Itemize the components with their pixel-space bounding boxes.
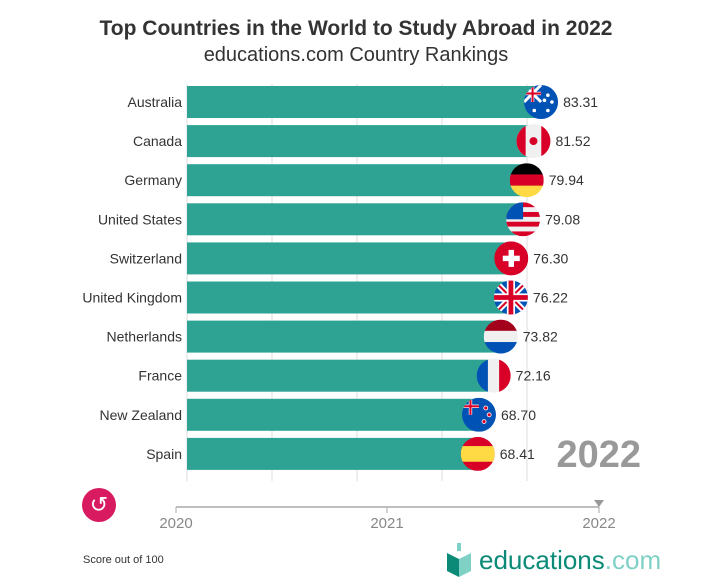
chart-title: Top Countries in the World to Study Abro… bbox=[99, 17, 613, 40]
value-label: 73.82 bbox=[523, 329, 558, 345]
timeline-label[interactable]: 2020 bbox=[159, 515, 192, 532]
value-label: 72.16 bbox=[516, 368, 551, 384]
value-label: 68.70 bbox=[501, 407, 536, 423]
bar bbox=[187, 242, 512, 275]
flag-ch-icon bbox=[494, 241, 529, 276]
bar bbox=[187, 164, 527, 197]
category-label: France bbox=[138, 368, 182, 384]
value-label: 79.08 bbox=[545, 211, 580, 227]
replay-icon: ↺ bbox=[89, 492, 109, 517]
flag-au-icon bbox=[524, 85, 559, 119]
flag-de-icon bbox=[509, 163, 544, 198]
footnote: Score out of 100 bbox=[83, 554, 164, 566]
category-label: Switzerland bbox=[110, 250, 182, 266]
category-label: New Zealand bbox=[100, 407, 183, 423]
category-label: Australia bbox=[128, 94, 183, 110]
bar bbox=[187, 359, 494, 392]
category-label: Canada bbox=[133, 133, 182, 149]
value-label: 81.52 bbox=[555, 133, 590, 149]
flag-nz-icon bbox=[461, 397, 496, 432]
category-label: United Kingdom bbox=[82, 290, 182, 306]
flag-ca-icon bbox=[516, 124, 551, 159]
flag-us-icon bbox=[506, 202, 541, 237]
category-label: Netherlands bbox=[107, 329, 183, 345]
value-label: 68.41 bbox=[500, 446, 535, 462]
category-label: Germany bbox=[124, 172, 182, 188]
current-year-label: 2022 bbox=[556, 434, 641, 476]
bar bbox=[187, 281, 511, 314]
timeline-handle[interactable] bbox=[594, 500, 604, 507]
flag-gb-icon bbox=[493, 280, 528, 315]
value-label: 83.31 bbox=[563, 94, 598, 110]
value-label: 76.30 bbox=[533, 250, 568, 266]
timeline-slider[interactable]: 2020 2021 2022 bbox=[159, 500, 616, 532]
category-label: Spain bbox=[146, 446, 182, 462]
timeline-label[interactable]: 2021 bbox=[370, 515, 403, 532]
bar bbox=[187, 437, 478, 470]
flag-fr-icon bbox=[476, 358, 511, 393]
bar bbox=[187, 86, 542, 118]
bar bbox=[187, 398, 479, 431]
flag-es-icon bbox=[460, 436, 495, 471]
educations-logo: educations.com bbox=[447, 543, 661, 577]
value-label: 76.22 bbox=[533, 290, 568, 306]
logo-text: educations bbox=[479, 544, 605, 575]
replay-button[interactable]: ↺ bbox=[82, 488, 116, 522]
value-label: 79.94 bbox=[549, 172, 584, 188]
logo-tld: .com bbox=[604, 544, 662, 575]
bar bbox=[187, 320, 501, 353]
book-icon bbox=[447, 543, 471, 577]
chart-subtitle: educations.com Country Rankings bbox=[203, 44, 509, 66]
flag-nl-icon bbox=[483, 319, 518, 354]
timeline-label[interactable]: 2022 bbox=[582, 515, 615, 532]
bar bbox=[187, 125, 534, 158]
bar bbox=[187, 203, 524, 236]
category-label: United States bbox=[98, 211, 182, 227]
